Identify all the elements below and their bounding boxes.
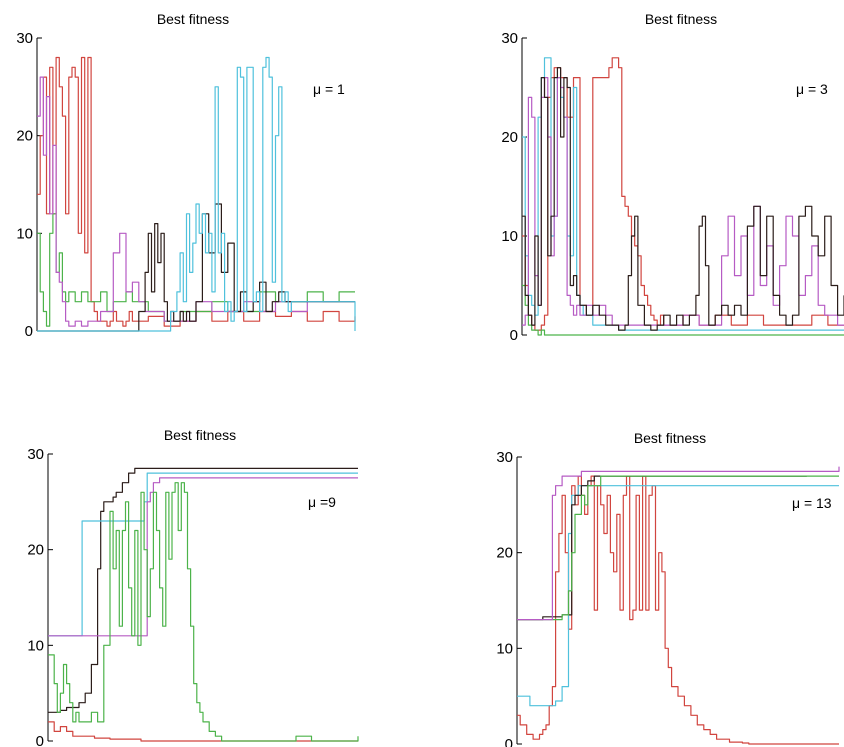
chart-panel-mu-3: 0 10 20 30 Best fitness μ = 3 <box>0 0 844 344</box>
series-line-green <box>517 475 839 621</box>
y-tick-label: 30 <box>27 446 44 463</box>
series-line-black <box>522 67 844 331</box>
y-tick-label: 10 <box>496 640 513 657</box>
y-tick-label: 20 <box>27 542 44 559</box>
series-line-cyan <box>37 56 356 332</box>
chart-svg-mu-9: 0 10 20 30 Best fitness μ =9 <box>27 427 359 747</box>
series-line-red <box>37 56 356 327</box>
series-line-cyan <box>48 472 358 637</box>
y-tick-label: 20 <box>501 129 518 146</box>
series-line-black <box>37 203 355 332</box>
series-line-magenta <box>517 466 840 621</box>
chart-svg-mu-1: 0 10 20 30 Best fitness μ = 1 <box>16 11 356 340</box>
chart-title: Best fitness <box>157 11 229 27</box>
series-line-magenta <box>37 76 355 327</box>
chart-title: Best fitness <box>634 430 706 446</box>
mu-annotation: μ =9 <box>308 494 336 510</box>
y-tick-label: 10 <box>501 228 518 245</box>
y-tick-label: 0 <box>36 733 44 747</box>
y-tick-label: 30 <box>16 30 33 47</box>
mu-annotation: μ = 3 <box>796 81 828 97</box>
y-tick-label: 0 <box>510 327 518 344</box>
chart-title: Best fitness <box>645 11 717 27</box>
y-tick-label: 30 <box>496 449 513 466</box>
series-line-green <box>522 284 844 336</box>
y-tick-label: 10 <box>27 637 44 654</box>
series-line-green <box>48 482 359 742</box>
mu-annotation: μ = 13 <box>792 495 832 511</box>
y-tick-label: 20 <box>496 545 513 562</box>
series-line-cyan <box>522 57 844 331</box>
chart-panel-mu-1: 0 10 20 30 Best fitness μ = 1 <box>0 0 400 340</box>
chart-svg-mu-3: 0 10 20 30 Best fitness μ = 3 <box>501 11 844 344</box>
y-tick-label: 0 <box>505 736 513 747</box>
series-line-black <box>48 467 358 713</box>
mu-annotation: μ = 1 <box>313 81 345 97</box>
y-tick-label: 10 <box>16 225 33 242</box>
chart-panel-mu-9: 0 10 20 30 Best fitness μ =9 <box>0 0 400 747</box>
series-line-black <box>517 475 807 621</box>
y-tick-label: 30 <box>501 30 518 47</box>
y-tick-label: 0 <box>25 323 33 340</box>
chart-title: Best fitness <box>164 427 236 443</box>
y-tick-label: 20 <box>16 128 33 145</box>
series-line-red <box>517 475 839 745</box>
